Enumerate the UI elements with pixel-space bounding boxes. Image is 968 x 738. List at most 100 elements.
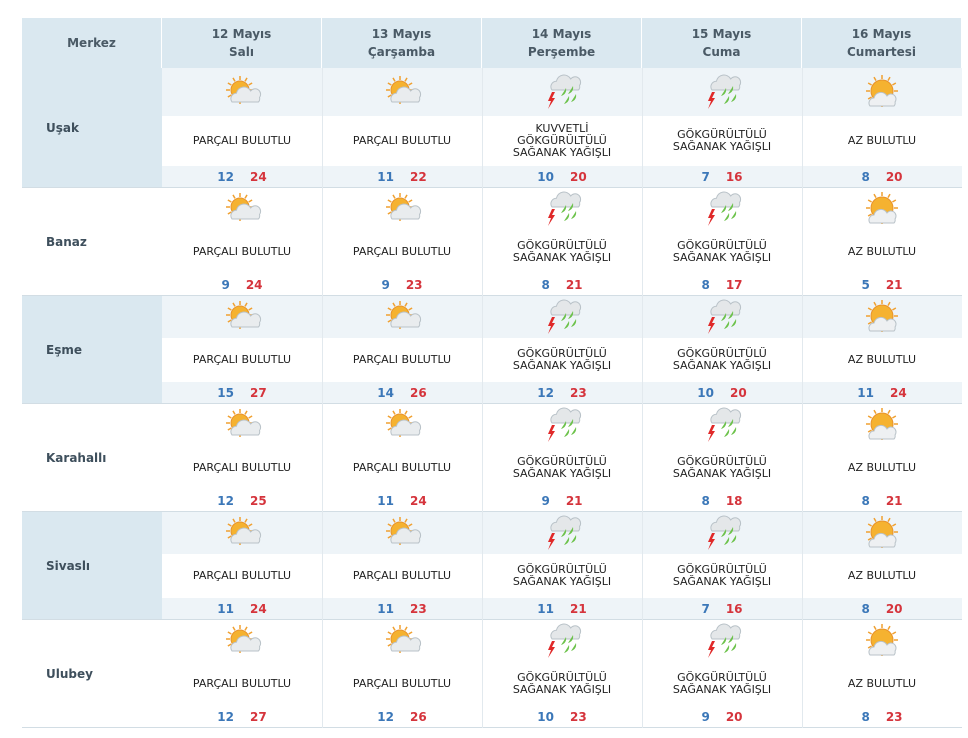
day-weekday: Cuma [702,45,741,59]
condition-line: GÖKGÜRÜLTÜLÜ [677,347,767,360]
condition-line: SAĞANAK YAĞIŞLI [512,146,612,159]
weather-icon [226,301,262,329]
day-header: 14 Mayıs Perşembe [482,18,642,68]
icon-cell [482,68,642,116]
column-divider [642,68,643,728]
temperatures: 8 20 [802,598,962,620]
condition: GÖKGÜRÜLTÜLÜ SAĞANAK YAĞIŞLI [482,662,642,706]
weather-icon [226,76,262,104]
max-temp: 20 [730,386,747,400]
condition-line: GÖKGÜRÜLTÜLÜ [677,455,767,468]
icon-cell [802,404,962,446]
weather-icon [708,191,742,226]
condition: GÖKGÜRÜLTÜLÜ SAĞANAK YAĞIŞLI [482,230,642,274]
condition: GÖKGÜRÜLTÜLÜ SAĞANAK YAĞIŞLI [482,338,642,382]
day-date: 14 Mayıs [531,27,592,41]
condition-line: SAĞANAK YAĞIŞLI [512,575,612,588]
temperatures: 10 20 [482,166,642,188]
condition-line: PARÇALI BULUTLU [352,569,452,582]
condition-line: SAĞANAK YAĞIŞLI [512,359,612,372]
condition-line: PARÇALI BULUTLU [192,461,292,474]
condition: GÖKGÜRÜLTÜLÜ SAĞANAK YAĞIŞLI [482,554,642,598]
max-temp: 16 [725,170,743,184]
condition: AZ BULUTLU [802,662,962,706]
temperatures: 14 26 [322,382,482,404]
condition-line: PARÇALI BULUTLU [192,353,292,366]
corner-header: Merkez [22,18,162,68]
max-temp: 23 [410,602,427,616]
weather-icon [548,515,582,550]
condition-line: PARÇALI BULUTLU [192,134,292,147]
condition-line: AZ BULUTLU [847,677,917,690]
min-temp: 9 [221,278,230,292]
condition: PARÇALI BULUTLU [322,446,482,490]
max-temp: 21 [885,494,903,508]
icon-cell [162,404,322,446]
condition-line: SAĞANAK YAĞIŞLI [672,359,772,372]
icon-cell [802,188,962,230]
day-date: 12 Mayıs [211,27,272,41]
condition-line: SAĞANAK YAĞIŞLI [672,575,772,588]
condition: AZ BULUTLU [802,554,962,598]
min-temp: 11 [857,386,874,400]
max-temp: 24 [250,170,267,184]
min-temp: 10 [697,386,714,400]
icon-cell [802,512,962,554]
max-temp: 23 [405,278,423,292]
temperatures: 10 23 [482,706,642,728]
weather-icon [386,409,422,437]
min-temp: 11 [377,494,394,508]
min-temp: 11 [537,602,554,616]
district-name: Sivaslı [22,512,162,620]
day-date: 16 Mayıs [851,27,912,41]
condition-line: PARÇALI BULUTLU [192,245,292,258]
temperatures: 11 23 [322,598,482,620]
min-temp: 9 [381,278,390,292]
column-divider [482,68,483,728]
condition-line: PARÇALI BULUTLU [352,353,452,366]
condition: AZ BULUTLU [802,446,962,490]
icon-cell [322,68,482,116]
min-temp: 5 [861,278,870,292]
temperatures: 9 24 [162,274,322,296]
weather-icon [866,300,898,332]
min-temp: 8 [541,278,550,292]
max-temp: 25 [250,494,267,508]
day-header: 15 Mayıs Cuma [642,18,802,68]
min-temp: 12 [217,494,234,508]
icon-cell [642,620,802,662]
max-temp: 26 [410,710,427,724]
max-temp: 22 [410,170,427,184]
weather-icon [866,516,898,548]
condition: PARÇALI BULUTLU [322,230,482,274]
condition: PARÇALI BULUTLU [162,230,322,274]
weather-icon [386,76,422,104]
condition: GÖKGÜRÜLTÜLÜ SAĞANAK YAĞIŞLI [642,446,802,490]
icon-cell [162,188,322,230]
day-header: 12 Mayıs Salı [162,18,322,68]
temperatures: 7 16 [642,598,802,620]
column-divider [802,68,803,728]
condition: GÖKGÜRÜLTÜLÜ SAĞANAK YAĞIŞLI [642,338,802,382]
temperatures: 11 21 [482,598,642,620]
icon-cell [482,620,642,662]
temperatures: 11 24 [162,598,322,620]
max-temp: 21 [565,278,583,292]
condition-line: SAĞANAK YAĞIŞLI [512,467,612,480]
condition: PARÇALI BULUTLU [162,338,322,382]
min-temp: 12 [217,710,234,724]
max-temp: 20 [570,170,587,184]
condition-line: PARÇALI BULUTLU [352,134,452,147]
day-weekday: Perşembe [527,45,596,59]
condition: GÖKGÜRÜLTÜLÜ SAĞANAK YAĞIŞLI [642,662,802,706]
condition-line: PARÇALI BULUTLU [352,677,452,690]
icon-cell [322,512,482,554]
condition-line: AZ BULUTLU [847,569,917,582]
temperatures: 8 20 [802,166,962,188]
max-temp: 18 [725,494,743,508]
weather-icon [866,624,898,656]
temperatures: 8 21 [482,274,642,296]
temperatures: 11 24 [802,382,962,404]
icon-cell [322,188,482,230]
column-divider [322,68,323,728]
